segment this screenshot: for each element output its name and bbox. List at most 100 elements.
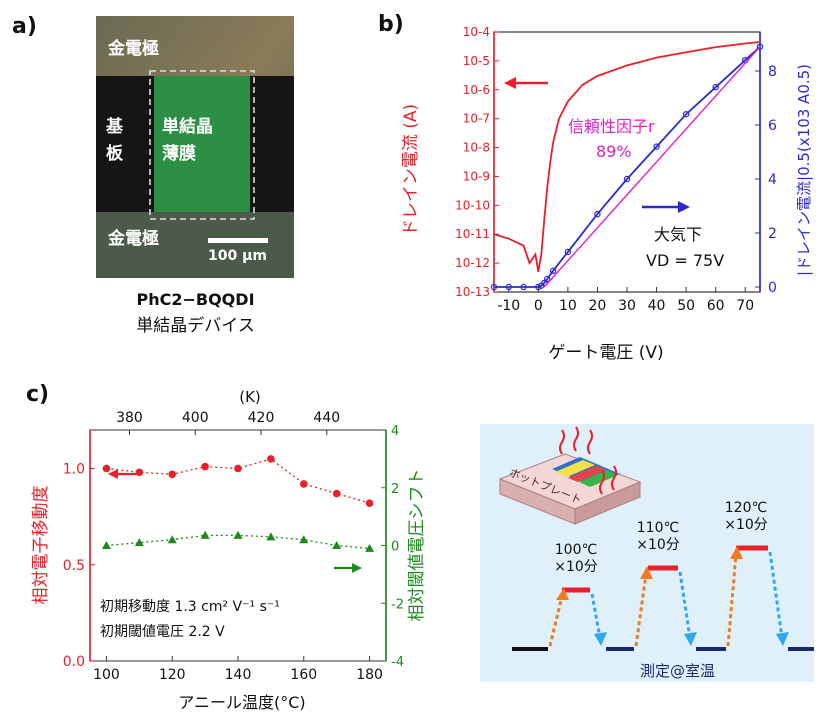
compound-name: PhC2−BQQDI [136, 290, 255, 309]
substrate-label: 基板 [106, 117, 123, 164]
y-right-tick-label: 2 [768, 226, 777, 242]
x-tick-label: 60 [707, 298, 725, 314]
sqrt-drain-current-axis-label: |ドレイン電流|0.5(x103 A0.5) [795, 64, 813, 276]
y-left-tick-label: 0.5 [63, 558, 85, 574]
data-point [623, 175, 631, 183]
data-point [682, 110, 690, 118]
initial-vth-note: 初期閾値電圧 2.2 V [100, 623, 225, 640]
x-tick-label: 70 [736, 298, 754, 314]
y-right-tick-label: 8 [768, 64, 777, 80]
x-tick-label: 30 [618, 298, 636, 314]
mobility-point [365, 499, 374, 507]
hotplate-icon [498, 426, 642, 525]
room-temp-measurement-label: 測定@室温 [640, 662, 716, 680]
data-point [535, 283, 542, 291]
mobility-point [267, 455, 275, 463]
vth-shift-point [365, 543, 375, 552]
mobility-point [102, 464, 111, 473]
device-caption: PhC2−BQQDI 単結晶デバイス [88, 290, 303, 336]
vth-shift-point [233, 530, 243, 539]
y-left-tick-label: 10-13 [455, 285, 490, 299]
y-right-tick-label: -4 [391, 655, 404, 670]
x-tick-label: 0 [534, 298, 543, 314]
data-point [549, 267, 557, 274]
gold-electrode-top-label: 金電極 [108, 39, 159, 59]
left-arrow-icon [504, 77, 548, 89]
device-description: 単結晶デバイス [136, 316, 255, 336]
y-left-tick-label: 10-7 [463, 112, 490, 126]
vth-shift-point [332, 541, 342, 549]
y-left-tick-label: 10-8 [463, 141, 490, 155]
right-arrow-icon [642, 201, 690, 213]
y-left-tick-label: 1.0 [63, 462, 85, 478]
y-left-tick-label: 0.0 [63, 654, 85, 670]
y-left-tick-label: 10-4 [463, 25, 490, 39]
panel-a-label: a) [12, 14, 37, 39]
reliability-factor-label: 信頼性因子r [568, 117, 655, 136]
x-tick-label: 40 [648, 298, 666, 314]
series-line [106, 534, 370, 550]
data-point [520, 283, 527, 291]
anneal-temp-axis-label: アニール温度(°C) [178, 693, 305, 712]
mobility-point [135, 468, 144, 477]
vth-shift-point [200, 530, 210, 539]
scale-bar-label: 100 μm [208, 248, 267, 264]
x-tick-label: 50 [677, 298, 695, 314]
top-tick-label: 380 [116, 410, 143, 426]
vth-shift-point [266, 532, 276, 541]
data-point [541, 279, 548, 287]
top-tick-label: 440 [313, 410, 340, 426]
series-line [494, 46, 761, 288]
vth-shift-point [134, 538, 144, 547]
y-right-tick-label: -2 [391, 597, 404, 612]
data-point [653, 143, 660, 150]
series-line [543, 46, 761, 288]
mobility-point [168, 470, 177, 479]
y-left-tick-label: 10-5 [463, 54, 490, 68]
data-point [490, 283, 498, 291]
y-right-tick-label: 0 [768, 280, 777, 296]
top-tick-label: 420 [248, 410, 275, 426]
vth-shift-point [167, 535, 177, 544]
relative-vth-shift-axis-label: 相対閾値電圧シフト [407, 469, 427, 622]
relative-mobility-axis-label: 相対電子移動度 [31, 486, 51, 605]
panel-b-label: b) [378, 12, 404, 37]
x-tick-label: 10 [559, 298, 577, 314]
y-left-tick-label: 10-10 [455, 198, 490, 212]
step1-label: 100℃ ×10分 [554, 542, 598, 575]
single-crystal-label: 単結晶薄膜 [162, 117, 213, 164]
y-right-tick-label: 4 [391, 424, 399, 439]
drain-voltage-label: VD = 75V [646, 251, 724, 270]
x-tick-label: 120 [159, 667, 186, 683]
mobility-point [234, 464, 242, 473]
drain-current-axis-label: ドレイン電流 (A) [401, 104, 421, 236]
vth-shift-point [299, 535, 309, 544]
y-right-tick-label: 4 [768, 172, 777, 188]
panel-c-label: c) [26, 382, 50, 407]
mobility-point [201, 462, 209, 471]
series-line [106, 458, 370, 504]
data-point [594, 210, 601, 218]
x-tick-label: 100 [93, 667, 120, 683]
x-tick-label: -10 [497, 298, 520, 314]
data-point [564, 248, 572, 256]
anneal-schematic: ホットプレート 100℃ ×10分 110℃ ×10分 120℃ ×10分 測定… [480, 424, 814, 682]
y-right-tick-label: 6 [768, 118, 777, 134]
transfer-chart: -10 0 10 20 30 40 50 60 7010-1310-1210-1110-1010… [401, 25, 813, 363]
x-tick-label: 160 [290, 667, 317, 683]
x-tick-label: 180 [356, 667, 383, 683]
y-right-tick-label: 0 [391, 540, 399, 555]
kelvin-axis-label: (K) [239, 388, 261, 406]
y-left-tick-label: 10-12 [455, 256, 490, 270]
data-point [543, 275, 551, 283]
y-right-tick-label: 2 [391, 482, 399, 497]
device-photo: 金電極 基板 単結晶薄膜 金電極 100 μm [96, 16, 294, 278]
series-line [493, 41, 761, 272]
top-tick-label: 400 [182, 410, 209, 426]
data-point [712, 83, 719, 91]
vth-shift-point [101, 541, 111, 549]
initial-mobility-note: 初期移動度 1.3 cm² V⁻¹ s⁻¹ [100, 598, 280, 615]
y-left-tick-label: 10-6 [463, 83, 490, 97]
reliability-factor-value: 89% [596, 142, 632, 161]
